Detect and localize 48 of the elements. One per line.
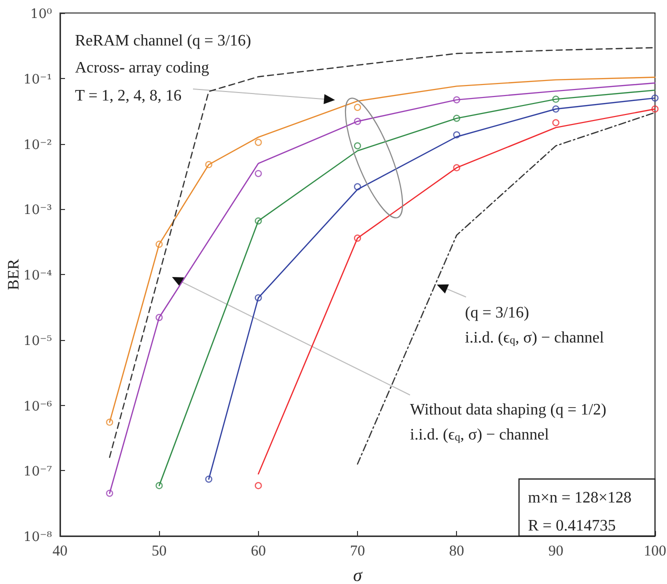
point	[453, 114, 460, 122]
point	[254, 217, 262, 224]
annotation: m×n = 128×128	[528, 490, 632, 506]
annotation: (q = 3/16)	[465, 304, 530, 322]
point	[254, 294, 262, 302]
y-tick-label: 10⁻⁶	[23, 399, 52, 414]
x-tick-label: 40	[52, 544, 68, 560]
y-tick-label: 10⁻⁴	[23, 268, 52, 284]
y-tick-label: 10⁻¹	[23, 72, 52, 88]
point	[453, 96, 460, 104]
annotation: T = 1, 2, 4, 8, 16	[75, 88, 182, 104]
annotation: Across- array coding	[75, 60, 210, 76]
y-tick-label: 10⁻⁸	[23, 530, 52, 545]
point	[453, 131, 460, 138]
x-tick-label: 100	[644, 544, 666, 560]
annotation: Without data shaping (q = 1/2)	[410, 402, 606, 418]
annotation: ReRAM channel (q = 3/16)	[75, 32, 252, 50]
y-tick-label: 10⁻⁷	[23, 464, 52, 480]
line-series	[258, 108, 656, 475]
point	[453, 164, 460, 172]
point	[552, 96, 560, 103]
x-tick-label: 60	[250, 544, 266, 560]
point	[205, 161, 212, 168]
point	[552, 105, 560, 113]
annotation: R = 0.414735	[528, 518, 616, 534]
point	[354, 118, 362, 125]
y-tick-label: 10⁻⁵	[23, 334, 52, 349]
annotation: i.i.d. (ϵq, σ) − channel	[410, 426, 550, 444]
point	[354, 142, 362, 150]
x-tick-label: 50	[152, 544, 167, 560]
y-tick-label: 10⁰	[30, 7, 52, 22]
y-tick-label: 10⁻²	[23, 138, 52, 153]
point	[254, 138, 262, 146]
y-axis-title: BER	[6, 258, 22, 290]
annotation: i.i.d. (ϵq, σ) − channel	[465, 330, 604, 346]
point	[354, 104, 362, 111]
point	[156, 240, 163, 248]
point	[156, 314, 163, 322]
x-tick-label: 80	[449, 544, 464, 560]
point	[254, 170, 262, 178]
x-axis-title: σ	[353, 565, 364, 584]
point	[354, 234, 362, 242]
x-tick-label: 70	[350, 544, 365, 560]
x-tick-label: 90	[548, 544, 564, 560]
point	[552, 119, 560, 126]
point	[354, 183, 362, 190]
point	[254, 482, 262, 490]
y-tick-label: 10⁻³	[23, 203, 52, 218]
